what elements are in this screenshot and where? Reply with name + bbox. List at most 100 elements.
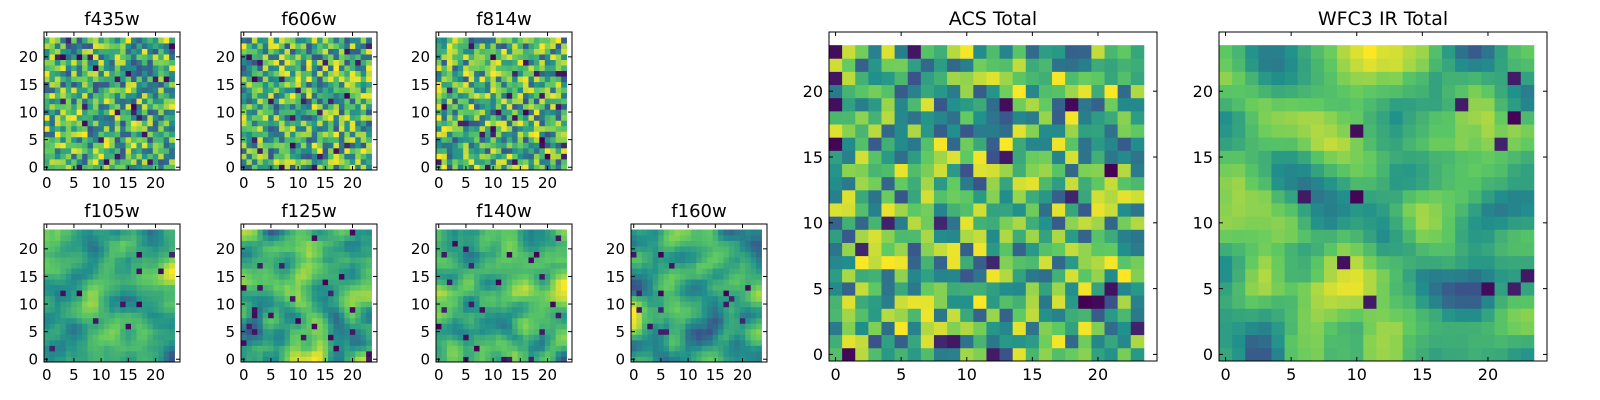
heatmap-cell (463, 81, 470, 88)
heatmap-cell (868, 268, 882, 283)
heatmap-cell (647, 295, 654, 302)
heatmap-cell (279, 131, 285, 138)
heatmap-cell (842, 282, 856, 296)
heatmap-cell (44, 70, 50, 77)
heatmap-cell (300, 312, 307, 319)
heatmap-cell (82, 279, 88, 286)
heatmap-cell (436, 345, 442, 352)
heatmap-cell (517, 43, 524, 49)
heatmap-cell (539, 70, 546, 77)
heatmap-cell (87, 158, 94, 165)
heatmap-cell (907, 45, 922, 59)
heatmap-cell (739, 306, 746, 313)
heatmap-cell (855, 58, 869, 72)
heatmap-cell (360, 131, 367, 138)
heatmap-cell (147, 301, 154, 308)
heatmap-cell (136, 295, 143, 302)
heatmap-cell (241, 251, 247, 258)
heatmap-cell (114, 257, 121, 264)
heatmap-cell (273, 262, 280, 269)
heatmap-cell (136, 262, 143, 269)
heatmap-cell (338, 345, 345, 352)
heatmap-cell (544, 103, 551, 110)
heatmap-cell (544, 257, 551, 264)
heatmap-cell (855, 216, 869, 230)
heatmap-cell (933, 321, 948, 336)
heatmap-cell (152, 147, 159, 154)
heatmap-cell (512, 131, 518, 138)
heatmap-cell (246, 268, 253, 275)
heatmap-cell (152, 284, 159, 291)
heatmap-cell (745, 229, 752, 236)
heatmap-cell (147, 136, 154, 143)
heatmap-cell (479, 284, 486, 291)
heatmap-cell (690, 290, 697, 297)
heatmap-cell (436, 279, 442, 286)
heatmap-cell (1507, 321, 1522, 336)
heatmap-cell (71, 59, 78, 66)
heatmap-cell (479, 54, 486, 60)
heatmap-cell (273, 114, 280, 121)
heatmap-cell (60, 295, 67, 302)
heatmap-cell (262, 142, 269, 149)
heatmap-cell (152, 59, 159, 66)
heatmap-cell (131, 246, 137, 252)
heatmap-cell (268, 87, 275, 94)
heatmap-cell (82, 290, 88, 297)
heatmap-cell (158, 246, 165, 252)
heatmap-cell (506, 158, 513, 165)
heatmap-cell (561, 290, 567, 297)
heatmap-cell (517, 246, 524, 252)
heatmap-cell (696, 328, 703, 335)
heatmap-cell (1078, 229, 1092, 243)
heatmap-cell (631, 240, 637, 247)
heatmap-cell (71, 81, 78, 88)
heatmap-cell (147, 251, 154, 258)
heatmap-cell (300, 251, 307, 258)
heatmap-cell (523, 103, 529, 110)
heatmap-cell (517, 120, 524, 127)
heatmap-cell (289, 262, 296, 269)
heatmap-cell (136, 257, 143, 264)
heatmap-cell (674, 290, 681, 297)
heatmap-cell (647, 246, 654, 252)
heatmap-cell (441, 356, 448, 363)
heatmap-cell (718, 262, 724, 269)
heatmap-cell (169, 131, 175, 138)
heatmap-cell (679, 279, 686, 286)
heatmap-cell (1012, 347, 1027, 362)
heatmap-cell (289, 323, 296, 330)
heatmap-cell (300, 164, 307, 171)
heatmap-cell (550, 312, 557, 319)
heatmap-cell (257, 70, 264, 77)
heatmap-cell (355, 356, 362, 363)
heatmap-cell (158, 109, 165, 116)
heatmap-cell (1091, 268, 1105, 283)
heatmap-cell (490, 235, 497, 241)
heatmap-cell (1130, 282, 1145, 296)
heatmap-cell (284, 92, 291, 99)
heatmap-cell (1428, 334, 1443, 349)
heatmap-cell (636, 328, 643, 335)
heatmap-cell (973, 84, 987, 99)
heatmap-cell (1078, 45, 1092, 59)
heatmap-cell (718, 350, 724, 357)
heatmap-cell (300, 323, 307, 330)
heatmap-cell (718, 345, 724, 352)
heatmap-cell (973, 163, 987, 178)
heatmap-cell (1065, 189, 1079, 204)
heatmap-cell (544, 350, 551, 357)
heatmap-cell (163, 114, 170, 121)
heatmap-cell (517, 257, 524, 264)
heatmap-cell (87, 87, 94, 94)
heatmap-cell (49, 345, 56, 352)
heatmap-cell (338, 317, 345, 324)
heatmap-cell (76, 328, 83, 335)
heatmap-cell (49, 240, 56, 247)
heatmap-cell (441, 59, 448, 66)
heatmap-cell (98, 345, 105, 352)
heatmap-cell (131, 356, 137, 363)
heatmap-cell (76, 87, 83, 94)
